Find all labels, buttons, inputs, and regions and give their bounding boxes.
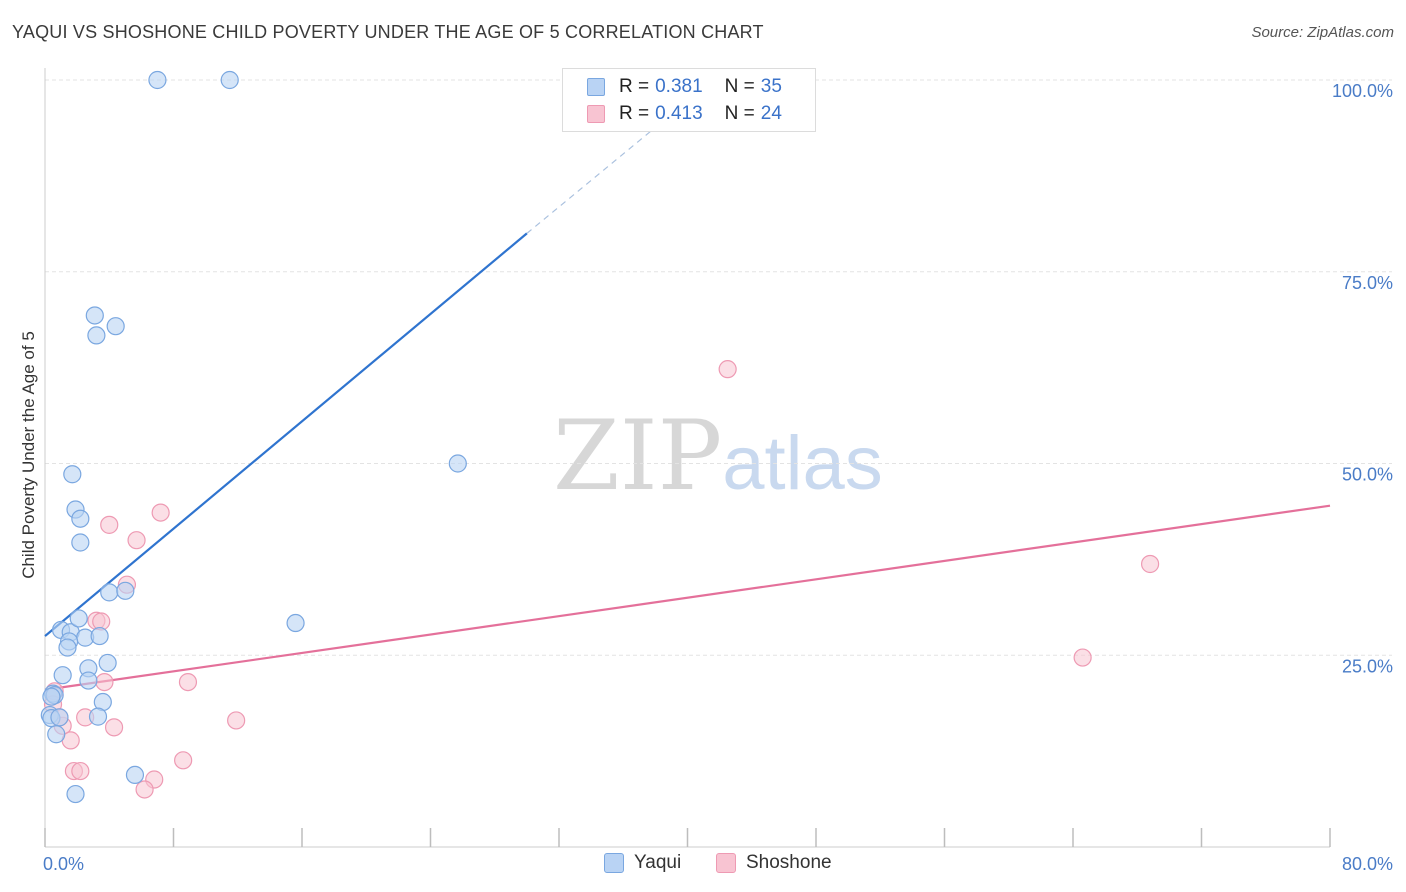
legend-swatch-yaqui [587,78,605,96]
legend-n-label: N = [724,103,755,124]
point-yaqui [58,638,77,657]
point-yaqui [448,454,467,473]
point-yaqui [85,306,104,325]
point-yaqui [100,583,119,602]
legend-item-shoshone[interactable]: Shoshone [716,852,832,874]
point-yaqui [87,326,106,345]
y-tick-label: 100.0% [1332,81,1393,101]
axes [44,68,1331,848]
grid-lines [45,79,1392,656]
point-shoshone [718,360,737,379]
legend-item-yaqui[interactable]: Yaqui [604,852,681,874]
point-shoshone [178,672,198,692]
legend-label-yaqui: Yaqui [634,852,682,873]
y-tick-label: 25.0% [1342,656,1393,676]
point-yaqui [90,626,109,646]
point-shoshone [227,711,246,730]
point-shoshone [174,751,193,770]
point-yaqui [98,653,117,673]
x-tick-label: 0.0% [43,854,84,874]
legend-r-value: 0.381 [655,76,703,97]
series-legend: Yaqui Shoshone [0,852,1406,878]
legend-swatch-shoshone [716,853,736,873]
trend-line-shoshone [44,504,1331,691]
point-shoshone [104,718,124,737]
correlation-legend: R = 0.381 N = 35 R = 0.413 N = 24 [562,68,816,132]
y-tick-label: 50.0% [1342,465,1393,485]
legend-swatch-shoshone [587,105,605,123]
point-yaqui [42,687,61,706]
point-yaqui [106,317,125,336]
point-yaqui [47,725,66,744]
point-yaqui [125,765,145,785]
y-axis-label: Child Poverty Under the Age of 5 [19,331,38,579]
point-yaqui [53,666,72,685]
trend-line-yaqui [44,232,528,637]
source-label: Source: ZipAtlas.com [1251,24,1394,41]
point-yaqui [286,613,305,633]
point-shoshone [1073,648,1092,667]
point-shoshone [151,503,170,522]
point-shoshone [135,780,154,799]
legend-n-value: 24 [760,103,782,124]
point-shoshone [100,515,119,534]
point-yaqui [116,581,135,600]
legend-row-shoshone: R = 0.413 N = 24 [587,101,782,127]
point-yaqui [220,70,239,90]
point-yaqui [66,784,85,804]
watermark: ZIPatlas [553,400,883,512]
point-yaqui [88,707,108,726]
point-shoshone [127,531,146,550]
point-shoshone [95,672,114,692]
point-yaqui [71,533,90,552]
point-yaqui [63,465,82,484]
legend-r-value: 0.413 [655,103,703,124]
axis-labels: 25.0% 50.0% 75.0% 100.0% 0.0% 80.0% Child Pove… [19,81,1393,874]
legend-row-yaqui: R = 0.381 N = 35 [587,74,782,100]
point-yaqui [148,70,167,90]
chart-title: YAQUI VS SHOSHONE CHILD POVERTY UNDER TH… [12,22,764,42]
y-tick-label: 75.0% [1342,273,1393,293]
legend-n-label: N = [724,76,755,97]
point-yaqui [50,708,69,727]
watermark-zip: ZIP [553,400,723,512]
data-points [40,70,1160,804]
legend-swatch-yaqui [604,853,624,873]
legend-r-label: R = [619,76,650,97]
point-yaqui [79,671,98,690]
point-yaqui [71,509,90,528]
legend-r-label: R = [619,103,650,124]
point-yaqui [69,609,88,628]
point-shoshone [71,761,90,781]
trend-lines [44,87,1331,691]
point-shoshone [1140,554,1160,574]
legend-n-value: 35 [760,76,782,97]
x-tick-label: 80.0% [1342,854,1393,874]
legend-label-shoshone: Shoshone [746,852,832,873]
